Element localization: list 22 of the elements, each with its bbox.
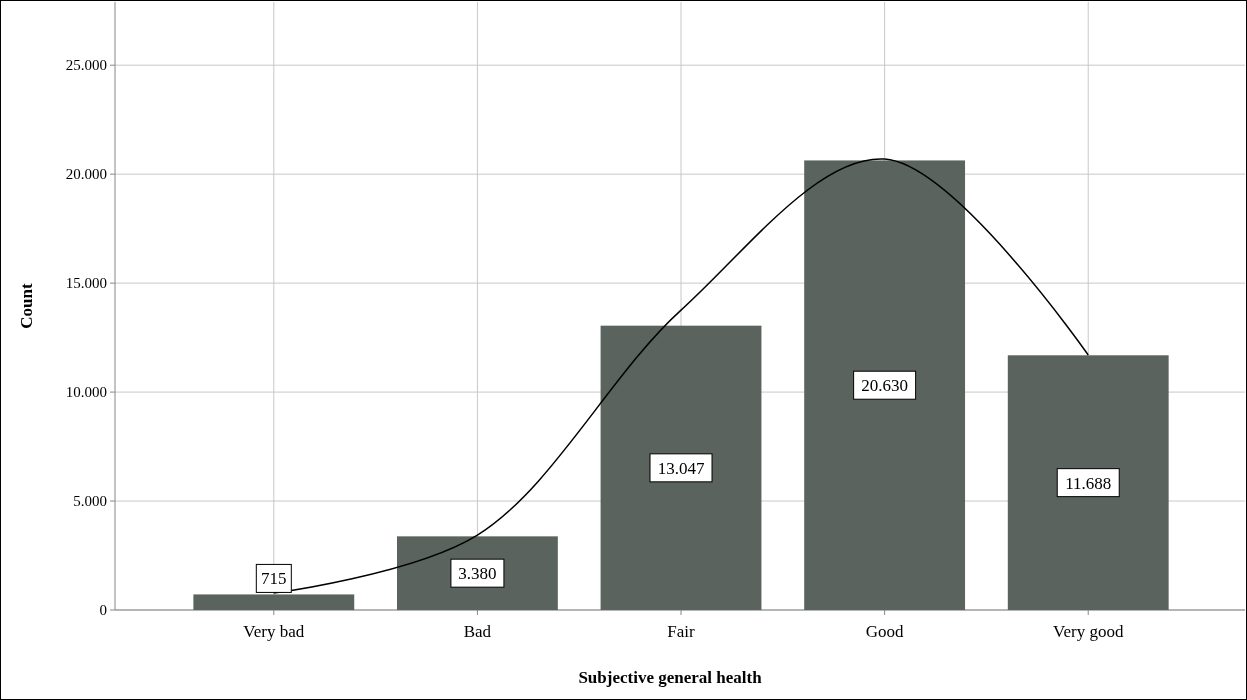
y-tick-label: 10.000 — [65, 384, 107, 401]
y-tick-label: 5.000 — [73, 493, 107, 510]
y-tick-label: 20.000 — [65, 166, 107, 183]
y-axis-title: Count — [17, 282, 36, 329]
data-label: 3.380 — [458, 564, 497, 584]
x-tick-label: Fair — [667, 622, 696, 641]
bar — [804, 160, 966, 610]
x-tick-label: Very good — [1053, 622, 1124, 641]
data-label: 11.688 — [1065, 473, 1112, 493]
bar — [193, 594, 355, 610]
data-label: 715 — [261, 569, 287, 589]
x-axis-title: Subjective general health — [578, 668, 763, 687]
y-tick-label: 0 — [99, 602, 107, 618]
data-label: 20.630 — [861, 376, 908, 396]
data-label: 13.047 — [657, 458, 705, 478]
x-tick-label: Good — [865, 622, 905, 641]
y-tick-label: 15.000 — [65, 275, 107, 292]
x-tick-label: Very bad — [243, 622, 305, 641]
y-tick-label: 25.000 — [65, 57, 107, 74]
x-tick-label: Bad — [463, 622, 492, 641]
bar — [1007, 355, 1169, 610]
bar — [600, 325, 762, 610]
